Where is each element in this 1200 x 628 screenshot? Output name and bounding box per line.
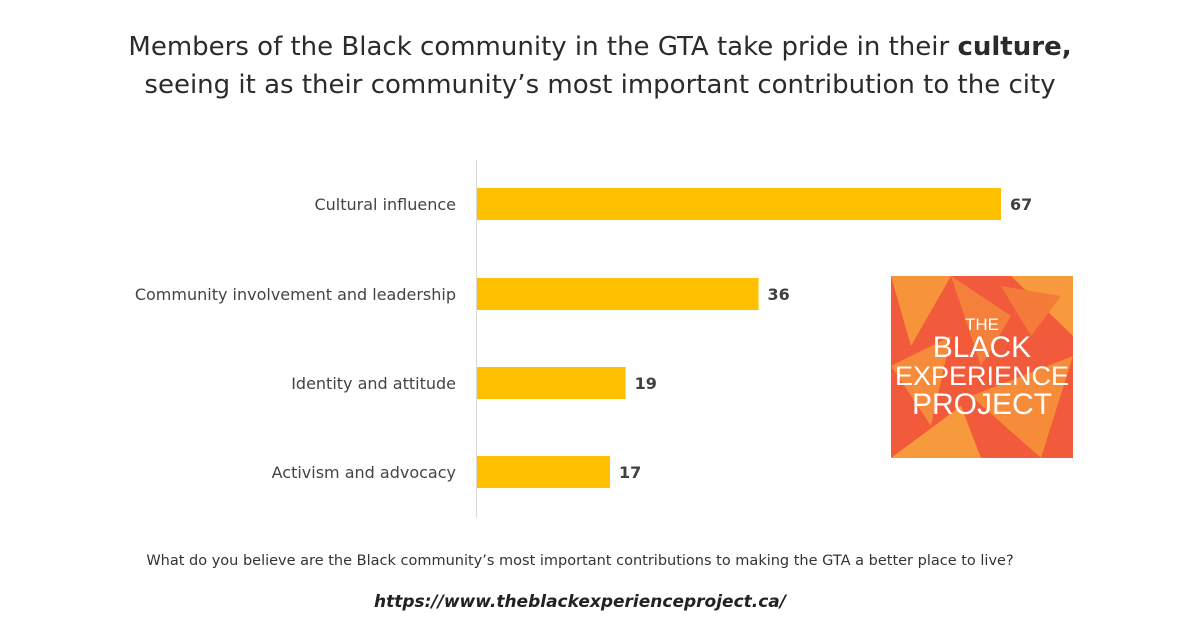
bar [477,367,626,399]
logo-pattern [891,276,1073,458]
title-emphasis: culture, [957,32,1072,62]
bar [477,188,1001,220]
category-label: Community involvement and leadership [135,285,456,304]
category-label: Activism and advocacy [272,463,456,482]
category-label: Identity and attitude [291,374,456,393]
chart-title-line-1: Members of the Black community in the GT… [0,32,1200,62]
survey-question: What do you believe are the Black commun… [146,553,1014,569]
title-text: Members of the Black community in the GT… [128,32,958,62]
bar [477,456,610,488]
black-experience-project-logo: THE BLACK EXPERIENCE PROJECT [891,276,1073,458]
data-label: 19 [635,374,657,393]
chart-title-line-2: seeing it as their community’s most impo… [144,70,1056,100]
source-url[interactable]: https://www.theblackexperienceproject.ca… [373,592,786,612]
data-label: 17 [619,463,641,482]
data-label: 36 [768,285,790,304]
data-label: 67 [1010,195,1032,214]
bar [477,278,759,310]
category-label: Cultural influence [314,195,456,214]
